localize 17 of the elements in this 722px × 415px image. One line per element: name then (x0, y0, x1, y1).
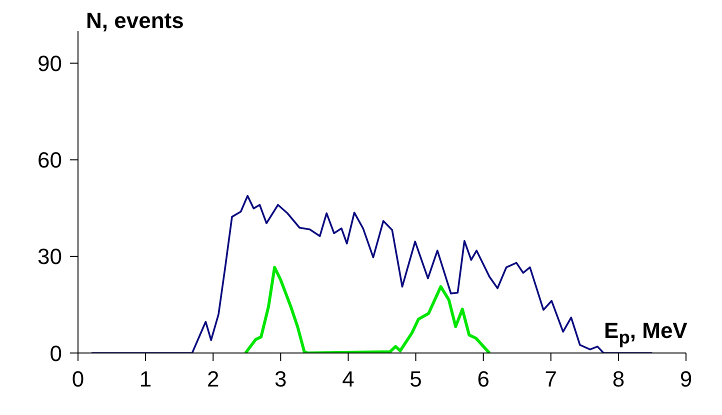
x-tick-label: 9 (680, 366, 692, 392)
x-tick-label: 7 (544, 366, 558, 392)
x-tick-label: 5 (410, 366, 422, 392)
line-series (244, 266, 491, 353)
y-tick-label: 60 (38, 148, 62, 173)
x-tick-label: 8 (612, 366, 625, 392)
y-tick-label: 90 (38, 51, 62, 76)
y-axis-title: N, events (86, 8, 184, 34)
x-tick-label: 4 (342, 366, 354, 392)
x-tick-label: 1 (139, 366, 152, 392)
x-tick-label: 2 (206, 366, 220, 392)
x-tick-label: 6 (477, 366, 490, 392)
x-tick-label: 0 (72, 366, 84, 392)
y-tick-label: 30 (38, 244, 62, 270)
x-tick-label: 3 (274, 366, 287, 392)
x-axis-title: E$_{p}$, MeV (604, 318, 688, 348)
y-tick-label: 0 (50, 340, 62, 366)
